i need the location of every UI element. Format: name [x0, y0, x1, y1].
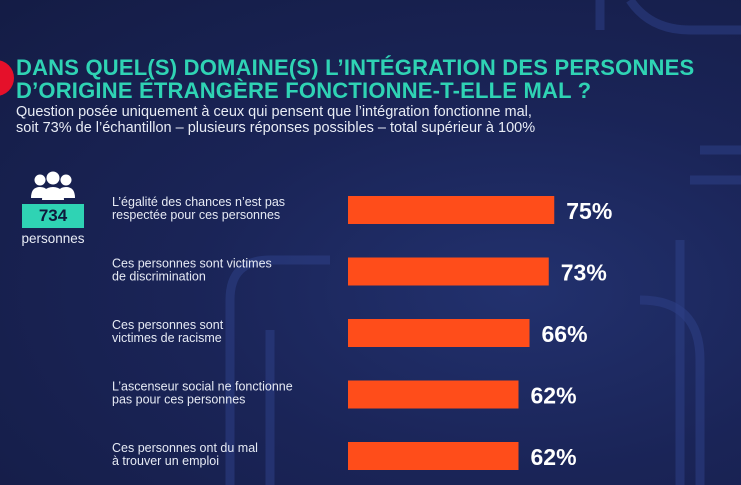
chart-title: DANS QUEL(S) DOMAINE(S) L’INTÉGRATION DE…: [16, 56, 736, 102]
title-line-1: DANS QUEL(S) DOMAINE(S) L’INTÉGRATION DE…: [16, 55, 695, 80]
bar: [348, 319, 530, 347]
category-label: de discrimination: [112, 270, 206, 284]
category-label: Ces personnes sont: [112, 318, 224, 332]
title-line-2: D’ORIGINE ÉTRANGÈRE FONCTIONNE-T-ELLE MA…: [16, 78, 592, 103]
value-label: 62%: [531, 444, 577, 470]
category-label: Ces personnes sont victimes: [112, 257, 272, 271]
category-label: L’ascenseur social ne fonctionne: [112, 380, 293, 394]
badge-dot: [0, 60, 14, 96]
sample-count: 734: [22, 204, 84, 228]
people-group-icon: [31, 171, 75, 200]
chart-subtitle: Question posée uniquement à ceux qui pen…: [16, 104, 736, 136]
category-label: victimes de racisme: [112, 331, 222, 345]
bar: [348, 442, 519, 470]
category-label: Ces personnes ont du mal: [112, 441, 258, 455]
sample-size-block: 734 personnes: [14, 170, 92, 246]
category-label: à trouver un emploi: [112, 454, 219, 468]
subtitle-line-2: soit 73% de l’échantillon – plusieurs ré…: [16, 120, 536, 136]
value-label: 62%: [531, 383, 577, 409]
category-label: respectée pour ces personnes: [112, 208, 280, 222]
subtitle-line-1: Question posée uniquement à ceux qui pen…: [16, 104, 532, 120]
category-label: pas pour ces personnes: [112, 393, 245, 407]
bar: [348, 196, 555, 224]
value-label: 75%: [566, 198, 612, 224]
sample-label: personnes: [21, 231, 85, 246]
category-label: L’égalité des chances n’est pas: [112, 195, 285, 209]
bar: [348, 257, 549, 286]
value-label: 73%: [561, 260, 607, 286]
value-label: 66%: [542, 321, 588, 347]
bar: [348, 380, 519, 409]
